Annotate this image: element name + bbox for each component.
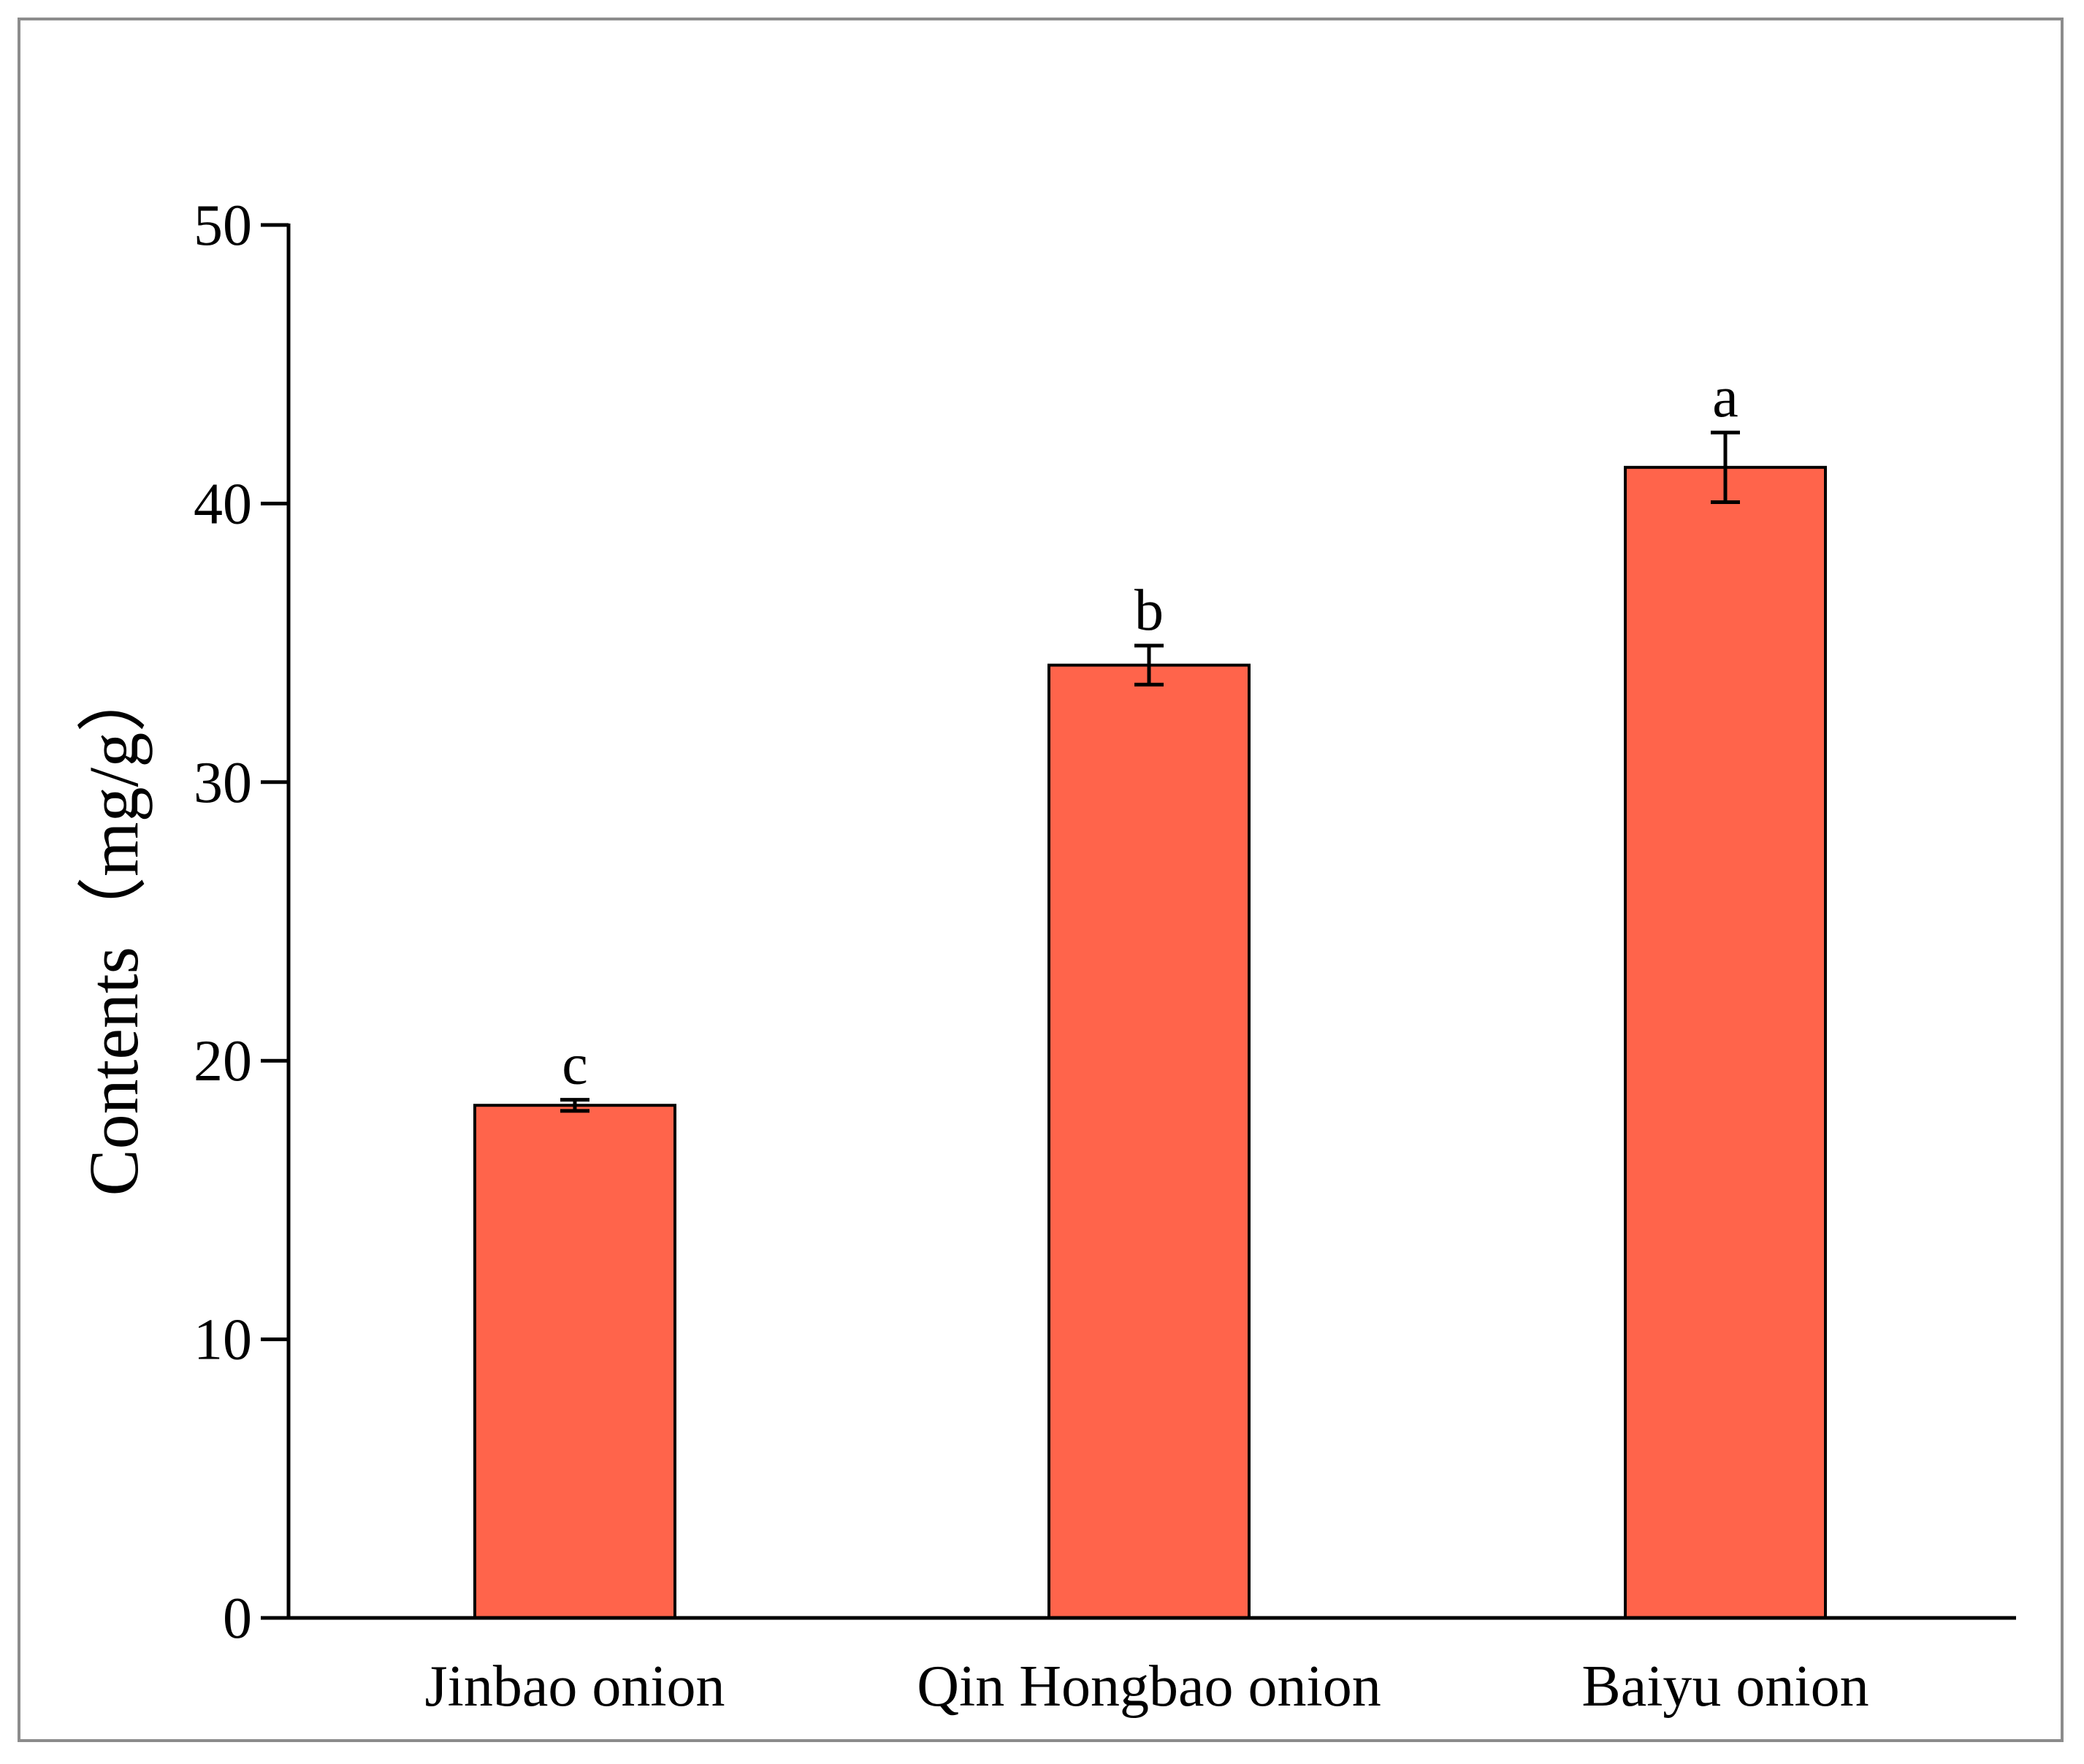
bar — [1047, 663, 1251, 1619]
y-tick-label: 40 — [194, 472, 252, 536]
error-bar — [1711, 430, 1740, 504]
significance-label: c — [562, 1033, 588, 1097]
y-axis-title: Contents（mg/g） — [75, 663, 153, 1196]
y-tick-label: 0 — [223, 1587, 252, 1651]
error-bars-layer — [560, 430, 1740, 1113]
significance-label: b — [1134, 579, 1164, 643]
bar — [473, 1104, 676, 1619]
significance-label: a — [1712, 365, 1738, 429]
x-tick-label: Baiyu onion — [1581, 1654, 1869, 1719]
y-tick-label: 20 — [194, 1029, 252, 1093]
error-bar — [1134, 644, 1164, 687]
y-tick-label: 50 — [194, 194, 252, 258]
axes-layer — [261, 223, 2016, 1620]
x-tick-label: Qin Hongbao onion — [917, 1654, 1381, 1719]
bar — [1624, 465, 1827, 1619]
y-tick-label: 30 — [194, 751, 252, 815]
y-tick-label: 10 — [194, 1308, 252, 1372]
x-tick-label: Jinbao onion — [424, 1654, 725, 1719]
labels-layer: c Jinbao onion b Qin Hongbao onion a Baiyu on… — [194, 194, 1869, 1719]
error-bar — [560, 1098, 589, 1113]
